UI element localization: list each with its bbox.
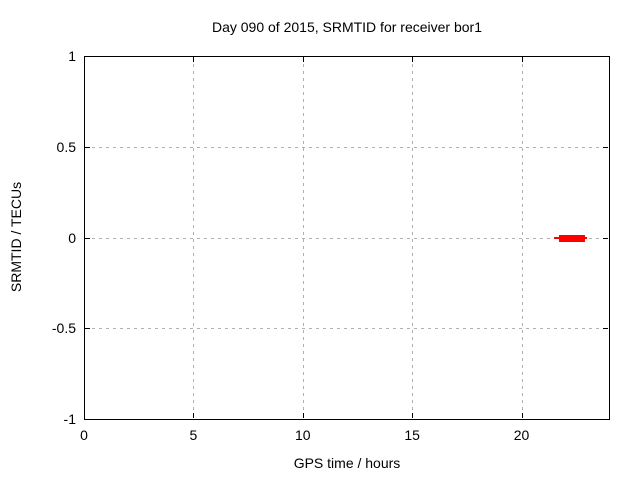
chart-title: Day 090 of 2015, SRMTID for receiver bor… — [211, 19, 482, 35]
gridline-y-0.5 — [85, 146, 608, 148]
x-tick-mark-bottom — [521, 413, 523, 418]
y-tick-mark-left — [85, 419, 90, 420]
y-tick-label-1: 1 — [68, 48, 76, 64]
x-tick-mark-top — [193, 57, 195, 62]
x-tick-mark-top — [521, 57, 523, 62]
x-tick-mark-top — [412, 57, 414, 62]
gridline-y-0 — [85, 237, 608, 239]
y-tick-mark-left — [85, 328, 90, 330]
x-tick-mark-bottom — [412, 413, 414, 418]
x-tick-label-20: 20 — [513, 427, 530, 443]
y-tick-mark-right — [603, 419, 608, 420]
y-tick-mark-right — [603, 146, 608, 148]
x-tick-mark-top — [84, 57, 85, 62]
plot-area — [84, 56, 610, 420]
y-tick-mark-right — [603, 328, 608, 330]
y-tick-mark-left — [85, 237, 90, 239]
x-tick-mark-top — [302, 57, 304, 62]
x-tick-mark-bottom — [302, 413, 304, 418]
x-tick-label-0: 0 — [80, 427, 88, 443]
y-tick-mark-right — [603, 237, 608, 239]
y-tick-label--1: -1 — [63, 411, 76, 427]
x-tick-mark-bottom — [193, 413, 195, 418]
y-tick-label-0: 0 — [68, 229, 76, 246]
gridline-y--0.5 — [85, 328, 608, 330]
x-axis-label: GPS time / hours — [293, 455, 401, 471]
x-tick-label-15: 15 — [404, 427, 420, 443]
y-tick-mark-right — [603, 56, 608, 57]
y-tick-mark-left — [85, 56, 90, 57]
x-tick-label-5: 5 — [189, 427, 198, 443]
series-data-segment — [558, 234, 585, 242]
x-tick-mark-bottom — [84, 413, 85, 418]
y-tick-label-0.5: 0.5 — [56, 138, 76, 155]
x-tick-label-10: 10 — [294, 427, 311, 443]
y-tick-label--0.5: -0.5 — [51, 320, 76, 337]
y-tick-mark-left — [85, 146, 90, 148]
